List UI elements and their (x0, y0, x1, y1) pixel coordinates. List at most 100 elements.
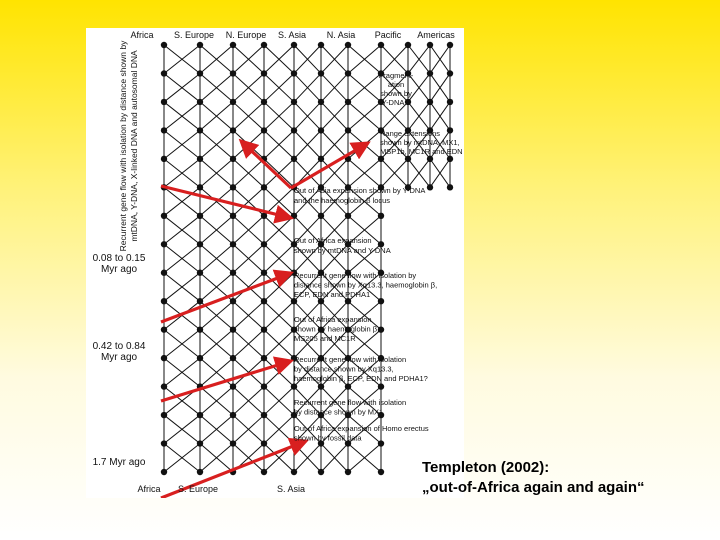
lattice-node (260, 41, 268, 49)
lattice-node (196, 70, 204, 77)
lattice-diagonal-line (199, 215, 234, 245)
lattice-node (260, 127, 268, 134)
lattice-node (229, 241, 237, 248)
lattice-node (260, 269, 268, 276)
lattice-diagonal-line (163, 186, 201, 217)
annotation-text: and the haemoglobin β locus (294, 196, 390, 205)
lattice-diagonal-line (263, 300, 295, 331)
lattice-diagonal-line (293, 44, 322, 74)
annotation-text: shown by (380, 89, 412, 98)
lattice-diagonal-line (163, 443, 201, 473)
region-header-bottom: Africa (137, 484, 160, 494)
annotation-text: distance shown by Xq13.3, haemoglobin β, (294, 281, 437, 290)
lattice-node (196, 127, 204, 134)
lattice-diagonal-line (380, 101, 409, 131)
lattice-diagonal-line (163, 243, 201, 274)
lattice-node (377, 98, 385, 106)
lattice-node (426, 184, 434, 191)
gene-flow-vertical-label: Recurrent gene flow with isolation by di… (118, 40, 128, 251)
lattice-node (260, 411, 268, 419)
lattice-diagonal-line (232, 243, 265, 274)
lattice-diagonal-line (320, 386, 349, 416)
lattice-node (160, 468, 168, 476)
lattice-node (317, 269, 325, 276)
lattice-diagonal-line (232, 386, 265, 416)
lattice-node (196, 155, 204, 163)
gene-flow-vertical-label: mtDNA, Y-DNA, X-linked DNA and autosomal… (129, 50, 139, 242)
lattice-diagonal-line (263, 243, 295, 274)
lattice-diagonal-line (380, 130, 409, 160)
lattice-node (290, 468, 298, 476)
lattice-node (317, 155, 325, 163)
lattice-node (377, 383, 385, 390)
lattice-node (377, 70, 385, 77)
time-label-2-line1: 0.42 to 0.84 (92, 341, 146, 352)
lattice-node (160, 98, 168, 106)
lattice-node (229, 298, 237, 305)
lattice-diagonal-line (232, 158, 265, 188)
lattice-node (290, 98, 298, 106)
lattice-node (317, 383, 325, 390)
lattice-diagonal-line (380, 158, 409, 188)
lattice-node (377, 184, 385, 191)
lattice-node (377, 241, 385, 248)
lattice-node (290, 411, 298, 419)
lattice-diagonal-line (199, 272, 234, 302)
annotation-text: by distance shown by MX1 (294, 408, 383, 417)
lattice-diagonal-line (407, 101, 431, 131)
lattice-node (426, 98, 434, 106)
lattice-diagonal-line (293, 73, 322, 103)
lattice-diagonal-line (293, 386, 322, 416)
lattice-node (290, 70, 298, 77)
lattice-node (290, 298, 298, 305)
region-header-bottom: S. Asia (277, 484, 305, 494)
lattice-diagonal-line (263, 386, 295, 416)
lattice-node (196, 184, 204, 191)
lattice-diagonal-line (293, 357, 322, 387)
lattice-diagonal-line (293, 300, 322, 331)
lattice-diagonal-line (263, 130, 295, 160)
lattice-node (344, 326, 352, 333)
region-header-top: S. Europe (174, 30, 214, 40)
lattice-diagonal-line (263, 73, 295, 103)
lattice-node (317, 354, 325, 362)
time-label-1-line1: 0.08 to 0.15 (92, 253, 146, 264)
lattice-diagonal-line (232, 186, 265, 217)
lattice-node (377, 468, 385, 476)
lattice-node (344, 184, 352, 191)
lattice-node (404, 41, 412, 49)
annotation-text: Out of Africa expansion (294, 315, 372, 324)
region-header-top: N. Europe (226, 30, 267, 40)
lattice-node (404, 155, 412, 163)
lattice-node (426, 155, 434, 163)
annotation-text: by distance shown by Xq13.3, (294, 365, 394, 374)
region-header-bottom: S. Europe (178, 484, 218, 494)
annotation-text: shown by haemoglobin β, (294, 325, 379, 334)
lattice-diagonal-line (199, 329, 234, 359)
lattice-node (344, 127, 352, 134)
lattice-node (260, 440, 268, 447)
lattice-node (426, 70, 434, 77)
figure-panel: Africa S. Europe N. Europe S. Asia N. Asia Pa… (86, 28, 464, 498)
lattice-diagonal-line (347, 357, 382, 387)
lattice-node (404, 98, 412, 106)
lattice-node (229, 70, 237, 77)
time-label-2-line2: Myr ago (100, 352, 138, 363)
annotation-text: MSP1b, MC1R and EDN (380, 147, 463, 156)
lattice-diagonal-line (163, 101, 201, 131)
lattice-node (229, 383, 237, 390)
lattice-diagonal-line (199, 73, 234, 103)
lattice-diagonal-line (163, 414, 201, 444)
lattice-diagonal-line (163, 272, 201, 302)
lattice-node (317, 212, 325, 219)
lattice-node (260, 212, 268, 219)
lattice-diagonal-line (320, 243, 349, 274)
lattice-node (377, 155, 385, 163)
lattice-node (344, 440, 352, 447)
caption-line1: Templeton (2002): (422, 459, 550, 476)
lattice-node (344, 70, 352, 77)
annotation-text: haemoglobin β, ECP, EDN and PDHA1? (294, 374, 428, 383)
lattice-diagonal-line (347, 300, 382, 331)
lattice-diagonal-line (380, 73, 409, 103)
lattice-node (260, 468, 268, 476)
